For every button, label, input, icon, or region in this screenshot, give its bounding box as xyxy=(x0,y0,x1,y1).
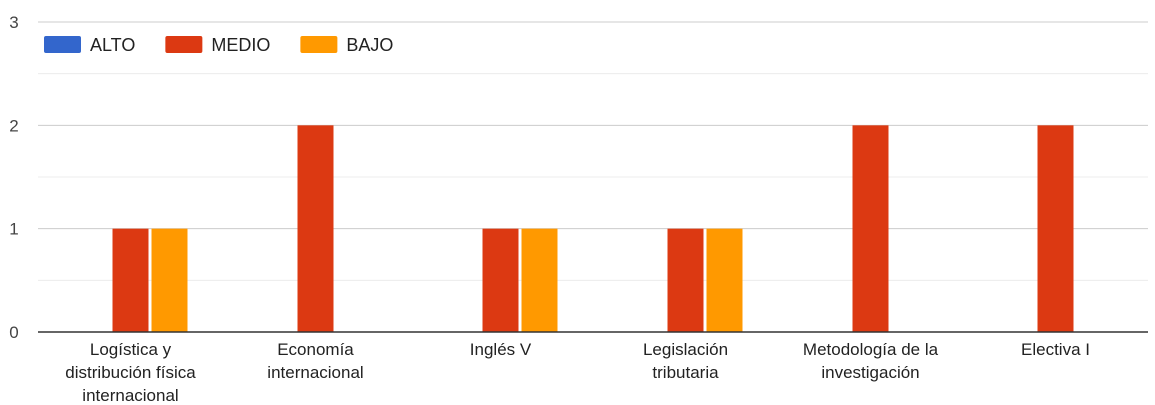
bar-bajo[interactable] xyxy=(706,228,743,332)
legend[interactable]: ALTO MEDIO BAJO xyxy=(44,35,393,55)
bar-bajo[interactable] xyxy=(521,228,558,332)
x-category-label: Logística y distribución física internacio… xyxy=(65,340,196,405)
bar-medio[interactable] xyxy=(482,228,519,332)
bar-medio[interactable] xyxy=(112,228,149,332)
bar-medio[interactable] xyxy=(667,228,704,332)
legend-swatch xyxy=(165,36,203,53)
legend-label: ALTO xyxy=(90,35,135,55)
legend-item-bajo[interactable]: BAJO xyxy=(300,35,393,55)
x-category-label: Economía internacional xyxy=(267,340,363,382)
x-category-label: Metodología de la investigación xyxy=(803,340,939,382)
bars xyxy=(112,125,1074,332)
bar-medio[interactable] xyxy=(297,125,334,332)
legend-swatch xyxy=(300,36,338,53)
y-tick-label: 1 xyxy=(9,220,18,239)
x-category-label: Legislación tributaria xyxy=(643,340,728,382)
bar-medio[interactable] xyxy=(1037,125,1074,332)
legend-label: BAJO xyxy=(346,35,393,55)
x-axis-labels: Logística y distribución física internacio… xyxy=(65,340,1090,405)
legend-item-alto[interactable]: ALTO xyxy=(44,35,135,55)
gridlines xyxy=(38,21,1148,281)
y-tick-label: 2 xyxy=(9,116,18,135)
x-category-label: Electiva I xyxy=(1021,340,1090,359)
legend-swatch xyxy=(44,36,81,53)
bar-bajo[interactable] xyxy=(151,228,188,332)
legend-label: MEDIO xyxy=(211,35,270,55)
bar-medio[interactable] xyxy=(852,125,889,332)
y-tick-label: 3 xyxy=(9,13,18,32)
y-tick-label: 0 xyxy=(9,323,18,342)
legend-item-medio[interactable]: MEDIO xyxy=(165,35,270,55)
x-category-label: Inglés V xyxy=(470,340,532,359)
y-axis-ticks: 0 1 2 3 xyxy=(9,13,18,342)
